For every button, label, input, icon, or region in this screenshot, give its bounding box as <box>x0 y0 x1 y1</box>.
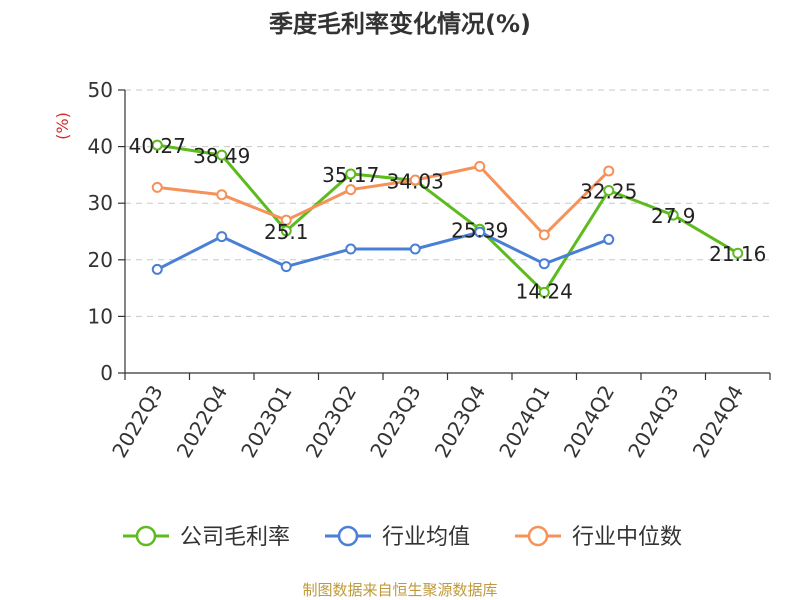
legend-label: 公司毛利率 <box>180 525 290 550</box>
legend-marker <box>135 525 157 547</box>
series-line <box>157 143 739 294</box>
data-point[interactable] <box>345 243 357 255</box>
data-point[interactable] <box>345 184 357 196</box>
legend-label: 行业中位数 <box>572 525 682 550</box>
y-tick-label: 50 <box>88 78 113 102</box>
y-tick-label: 40 <box>88 135 113 159</box>
data-point[interactable] <box>538 286 550 298</box>
series-line <box>156 230 610 271</box>
data-point[interactable] <box>603 233 615 245</box>
data-label: 34.03 <box>387 169 444 193</box>
series-line <box>157 164 610 237</box>
data-label: 25.39 <box>451 218 508 242</box>
y-axis-unit-label: (%) <box>53 112 72 140</box>
legend-item-2[interactable]: 行业中位数 <box>515 525 682 550</box>
data-point[interactable] <box>538 229 550 241</box>
x-tick-label: 2024Q1 <box>494 381 554 462</box>
data-label: 38.49 <box>193 144 250 168</box>
data-point[interactable] <box>409 174 421 186</box>
data-point[interactable] <box>280 261 292 273</box>
x-tick-label: 2024Q2 <box>559 381 619 462</box>
x-tick-label: 2023Q4 <box>430 381 490 462</box>
data-label: 25.1 <box>264 220 309 244</box>
data-point[interactable] <box>538 258 550 270</box>
series-lines <box>151 139 744 298</box>
data-label: 21.16 <box>709 242 766 266</box>
data-label: 40.27 <box>129 134 186 158</box>
series-2 <box>151 160 615 241</box>
data-point[interactable] <box>216 149 228 161</box>
legend-item-0[interactable]: 公司毛利率 <box>123 525 290 550</box>
legend-item-1[interactable]: 行业均值 <box>325 525 470 550</box>
x-tick-label: 2022Q4 <box>172 381 232 462</box>
data-point[interactable] <box>409 243 421 255</box>
x-tick-label: 2023Q2 <box>301 381 361 462</box>
data-label: 27.9 <box>651 204 696 228</box>
data-point[interactable] <box>345 168 357 180</box>
data-point[interactable] <box>151 263 163 275</box>
data-point[interactable] <box>474 226 486 238</box>
data-labels: 40.27 38.49 25.1 35.17 34.03 25.39 14.24 32.25 2… <box>129 134 767 303</box>
data-point[interactable] <box>151 139 163 151</box>
series-1 <box>151 226 615 275</box>
legend-label: 行业均值 <box>382 525 470 550</box>
data-point[interactable] <box>216 231 228 243</box>
x-tick-label: 2022Q3 <box>107 381 167 462</box>
legend-marker <box>527 525 549 547</box>
chart-title: 季度毛利率变化情况(%) <box>269 10 531 38</box>
data-point[interactable] <box>667 209 679 221</box>
data-label: 32.25 <box>580 179 637 203</box>
y-tick-label: 0 <box>100 361 113 385</box>
y-tick-label: 30 <box>88 191 113 215</box>
data-point[interactable] <box>474 160 486 172</box>
data-point[interactable] <box>732 247 744 259</box>
data-source-note: 制图数据来自恒生聚源数据库 <box>302 581 497 599</box>
x-tick-label: 2023Q1 <box>236 381 296 462</box>
data-point[interactable] <box>603 184 615 196</box>
data-label: 14.24 <box>516 279 573 303</box>
x-tick-label: 2023Q3 <box>365 381 425 462</box>
y-tick-label: 20 <box>88 248 113 272</box>
data-point[interactable] <box>280 225 292 237</box>
x-tick-label: 2024Q3 <box>623 381 683 462</box>
data-point[interactable] <box>280 214 292 226</box>
legend-marker <box>337 525 359 547</box>
y-tick-label: 10 <box>88 304 113 328</box>
x-tick-label: 2024Q4 <box>688 381 748 462</box>
data-point[interactable] <box>603 165 615 177</box>
data-label: 35.17 <box>322 163 379 187</box>
legend: 公司毛利率 行业均值 行业中位数 <box>123 525 682 550</box>
data-point[interactable] <box>216 189 228 201</box>
data-point[interactable] <box>151 181 163 193</box>
